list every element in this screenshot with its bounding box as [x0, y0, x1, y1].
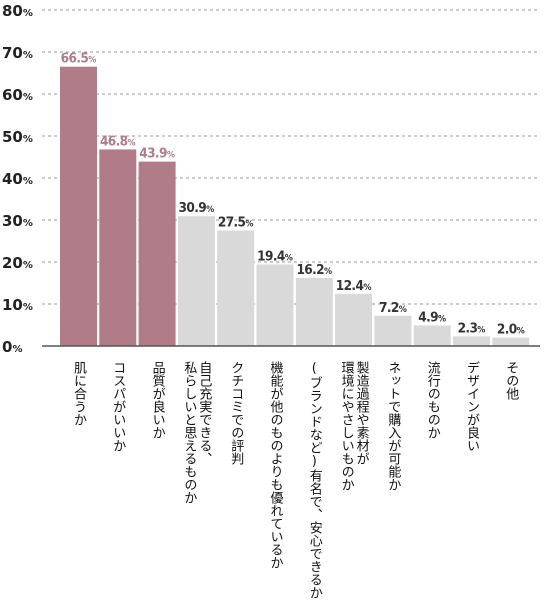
y-tick-label: 10%: [2, 296, 33, 314]
x-category-label: デザインが良い: [464, 361, 480, 452]
data-labels: 66.5% 46.8%43.9% 30.9%27.5% 19.4%16.2%12.4%…: [61, 51, 525, 338]
data-label: 27.5%: [218, 215, 254, 231]
data-label: 16.2%: [296, 262, 332, 278]
gridlines: [42, 9, 540, 305]
bar: [177, 216, 215, 346]
bars: [60, 66, 530, 346]
x-category-label: 製造過程や素材が: [354, 361, 370, 465]
x-category-label: クチコミでの評判: [228, 361, 244, 466]
bar: [60, 66, 97, 346]
data-label: 4.9%: [418, 309, 446, 325]
x-category-label: 自己充実できる、: [196, 361, 212, 465]
y-axis-ticks: 0% 10% 20% 30% 40% 50% 60% 70% 80%: [2, 2, 33, 356]
x-category-label: 肌に合うか: [71, 361, 87, 426]
bar: [413, 325, 451, 346]
data-label: 19.4%: [257, 249, 293, 265]
x-category-label: 機能が他のものよりも優れているか: [268, 361, 284, 569]
data-label: 7.2%: [379, 300, 407, 316]
data-label: 43.9%: [139, 146, 175, 162]
data-label: 66.5%: [61, 51, 97, 67]
bar: [492, 337, 530, 346]
bar: [138, 161, 176, 346]
bar: [453, 336, 490, 346]
data-label: 2.3%: [458, 320, 486, 336]
bar: [217, 230, 255, 346]
x-category-label: ネットで購入が可能か: [385, 361, 401, 491]
x-category-label: コスパがいいか: [110, 361, 126, 452]
y-tick-label: 20%: [2, 254, 33, 272]
y-tick-label: 60%: [2, 86, 33, 104]
bar: [374, 315, 412, 346]
bar: [335, 293, 373, 346]
y-tick-label: 80%: [2, 2, 33, 20]
bar: [256, 264, 294, 346]
y-tick-label: 50%: [2, 128, 33, 146]
data-label: 30.9%: [179, 200, 215, 216]
bar: [295, 277, 333, 346]
y-tick-label: 30%: [2, 212, 33, 230]
y-tick-label: 40%: [2, 170, 33, 188]
data-label: 46.8%: [100, 133, 136, 149]
x-category-label: 流行のものか: [425, 361, 441, 439]
x-category-label: 私らしいと思えるものか: [181, 361, 197, 504]
y-tick-label: 0%: [2, 338, 22, 356]
y-tick-label: 70%: [2, 44, 33, 62]
x-category-label: (ブランドなど)有名で、安心できるか: [307, 361, 323, 599]
data-label: 12.4%: [336, 278, 372, 294]
x-category-label: その他: [503, 361, 519, 401]
x-category-label: 環境にやさしいものか: [339, 361, 355, 491]
category-labels: 肌に合うか コスパがいいか 品質が良いか 自己充実できる、私らしいと思えるものか クチコ…: [71, 361, 519, 599]
x-category-label: 品質が良いか: [150, 361, 166, 439]
bar: [99, 149, 137, 346]
data-label: 2.0%: [497, 322, 525, 338]
